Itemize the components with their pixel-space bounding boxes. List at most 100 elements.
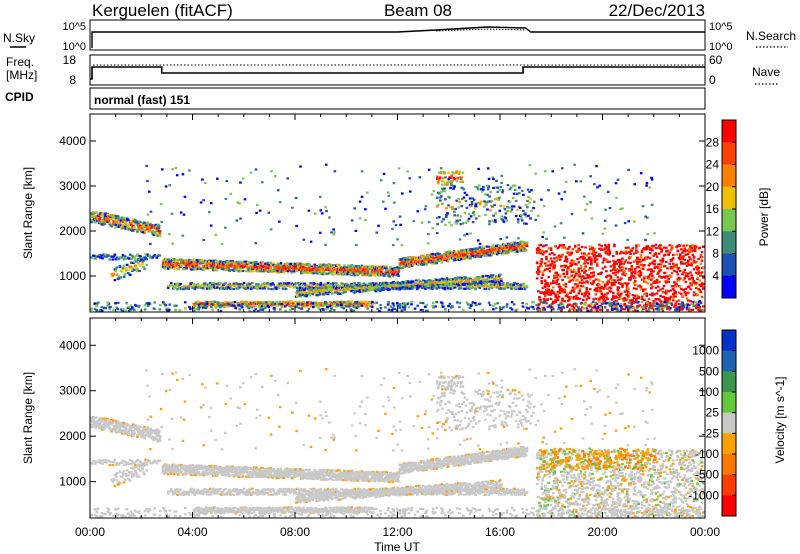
power-cell	[622, 251, 625, 254]
power-cell	[145, 258, 148, 261]
power-cell	[457, 283, 461, 286]
power-cell	[488, 195, 491, 198]
power-cell	[361, 288, 365, 291]
power-cell	[578, 297, 582, 300]
power-cell	[391, 283, 394, 286]
power-cell	[353, 274, 357, 277]
power-cell	[540, 265, 544, 268]
power-cell	[227, 262, 230, 266]
power-cell	[135, 266, 138, 269]
power-cell	[196, 267, 200, 270]
power-cell	[458, 219, 462, 222]
power-cell	[537, 251, 540, 254]
power-cell	[487, 245, 491, 248]
power-cell	[602, 295, 606, 299]
power-cell	[199, 260, 203, 263]
power-cell	[483, 200, 486, 203]
power-cell	[511, 184, 515, 187]
power-cell	[235, 282, 239, 285]
power-cell	[513, 245, 516, 249]
power-cell	[91, 257, 94, 260]
power-cell	[629, 276, 632, 279]
power-cell	[600, 245, 604, 248]
power-cell	[547, 285, 551, 288]
power-cell	[445, 284, 449, 288]
power-cell	[637, 297, 640, 300]
power-cell	[240, 264, 244, 268]
power-cell	[573, 271, 577, 274]
power-cell	[530, 189, 533, 192]
power-cell	[286, 266, 290, 269]
power-cell	[239, 270, 243, 273]
power-cell	[393, 283, 396, 286]
power-cell	[366, 270, 370, 273]
power-cell	[578, 272, 582, 275]
power-cell	[585, 287, 589, 290]
power-cell	[431, 281, 434, 284]
power-cell	[407, 281, 411, 284]
power-cell	[546, 267, 549, 271]
power-cell	[129, 257, 133, 260]
cpid-mode: normal (fast) 151	[94, 93, 190, 107]
power-cell	[571, 305, 575, 308]
power-cell	[575, 263, 578, 266]
power-cell	[635, 297, 638, 300]
power-cell	[453, 185, 456, 188]
power-cell	[603, 299, 607, 302]
power-cell	[284, 287, 288, 291]
power-cell	[190, 268, 194, 271]
power-cell	[464, 287, 467, 290]
power-cell	[366, 284, 370, 288]
power-cell	[195, 264, 199, 267]
power-cell	[605, 295, 608, 299]
power-cell	[564, 294, 568, 298]
power-cell	[540, 279, 544, 283]
power-cell	[262, 284, 265, 288]
power-cell	[247, 270, 251, 273]
power-cell	[310, 305, 313, 308]
beam-title: Beam 08	[384, 1, 452, 20]
power-cell	[360, 300, 364, 304]
power-cell	[550, 252, 554, 255]
power-cell	[459, 286, 462, 289]
power-cell	[537, 269, 540, 272]
power-cell	[466, 252, 469, 256]
power-cell	[537, 266, 540, 269]
power-cell	[543, 294, 547, 298]
power-cell	[555, 276, 559, 279]
power-cell	[441, 281, 445, 284]
power-cell	[553, 266, 556, 269]
power-cell	[486, 280, 490, 284]
power-cell	[460, 258, 463, 261]
power-cell	[513, 281, 516, 285]
power-cell	[596, 278, 600, 281]
power-cell	[615, 268, 619, 271]
power-cell	[552, 267, 555, 271]
power-cell	[453, 255, 457, 258]
power-cell	[161, 262, 165, 265]
power-cell	[184, 259, 187, 262]
power-cell	[509, 283, 512, 286]
power-cell	[397, 270, 401, 273]
power-cell	[267, 263, 270, 266]
power-cell	[408, 256, 412, 260]
power-cell	[623, 296, 627, 300]
power-cell	[525, 215, 528, 218]
power-cell	[153, 231, 157, 234]
power-cell	[326, 282, 330, 285]
power-cell	[563, 291, 567, 294]
power-cell	[496, 278, 500, 282]
power-cell	[457, 206, 461, 209]
power-cell	[632, 281, 636, 284]
power-cell	[254, 266, 257, 269]
power-cell	[385, 267, 388, 270]
power-cell	[461, 251, 464, 254]
power-cell	[449, 176, 452, 179]
power-cell	[583, 257, 586, 260]
power-cell	[460, 287, 463, 290]
power-cell	[576, 250, 579, 253]
power-cell	[628, 268, 631, 271]
power-cell	[451, 257, 455, 260]
power-cell	[133, 256, 136, 259]
